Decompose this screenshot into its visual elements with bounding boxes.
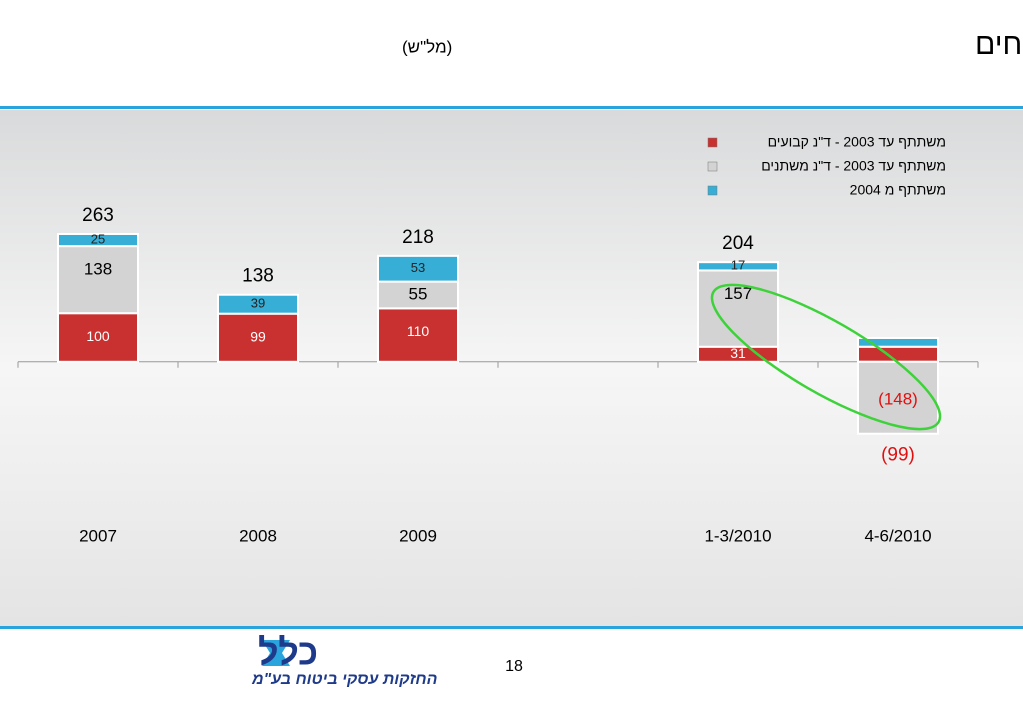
total-label: 263 <box>82 205 114 226</box>
bar-segment <box>57 245 139 315</box>
logo-icon <box>262 640 290 666</box>
legend-swatch <box>707 161 718 172</box>
logo-name: כלל <box>258 632 318 673</box>
subtitle: (מל"ש) <box>402 37 452 56</box>
value-label: 53 <box>411 260 425 275</box>
value-label: 110 <box>407 323 430 339</box>
legend-label: משתתף מ 2004 <box>850 182 946 198</box>
value-label: 55 <box>409 284 428 303</box>
value-label: 25 <box>91 231 105 246</box>
top-rule <box>0 106 1023 109</box>
bottom-rule <box>0 626 1023 629</box>
total-label: (99) <box>881 445 915 466</box>
bar-segment <box>857 345 939 363</box>
bar-segment <box>217 293 299 315</box>
bar-segment <box>697 269 779 348</box>
value-label: (148) <box>878 389 918 408</box>
value-label: 100 <box>86 328 110 344</box>
legend-swatch <box>707 137 718 148</box>
page-number: 18 <box>505 658 523 675</box>
x-tick-label: 2007 <box>79 526 117 545</box>
total-label: 138 <box>242 266 274 287</box>
bar-segment <box>697 261 779 272</box>
total-label: 218 <box>402 227 434 248</box>
total-label: 204 <box>722 233 754 254</box>
highlight-ellipse <box>710 283 942 431</box>
bar-segment <box>857 336 939 348</box>
value-label: 17 <box>731 258 745 273</box>
bar-segment <box>57 232 139 248</box>
chart: 2007 100 138 25 263 2008 99 39 138 2009 110 55 53 218… <box>17 134 979 545</box>
title: דמי ניהול בפוליסות המשתתפות ברווחים <box>975 28 1023 61</box>
legend-label: משתתף עד 2003 - ד"נ קבועים <box>768 134 946 150</box>
bar-segment <box>377 254 459 283</box>
x-tick-label: 1-3/2010 <box>704 526 771 545</box>
value-label: 157 <box>724 284 752 303</box>
value-label: 31 <box>730 345 746 361</box>
legend-label: משתתף עד 2003 - ד"נ משתנים <box>761 158 946 174</box>
x-tick-label: 2009 <box>399 526 437 545</box>
plot-panel <box>0 110 1023 626</box>
logo-tagline: החזקות עסקי ביטוח בע"מ <box>251 671 437 688</box>
value-label: 39 <box>251 296 265 311</box>
value-label: 138 <box>84 260 112 279</box>
x-tick-label: 4-6/2010 <box>864 526 931 545</box>
legend-swatch <box>707 185 718 196</box>
x-tick-label: 2008 <box>239 526 277 545</box>
value-label: 99 <box>250 328 266 344</box>
logo: כלל החזקות עסקי ביטוח בע"מ <box>251 632 437 689</box>
